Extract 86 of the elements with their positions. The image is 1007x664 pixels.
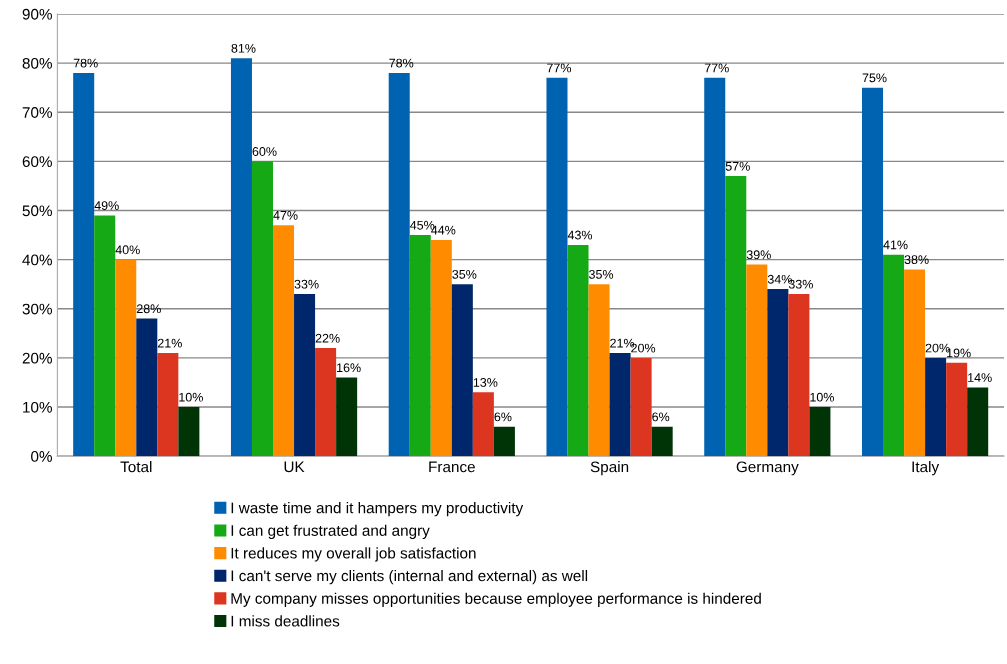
bar: [136, 318, 158, 457]
bar: [630, 357, 652, 457]
data-label: 60%: [252, 147, 277, 156]
x-tick-label: Spain: [590, 461, 629, 476]
legend-label: I can't serve my clients (internal and external) as well: [231, 570, 588, 585]
bar: [861, 87, 884, 457]
bar: [946, 362, 968, 457]
data-label: 41%: [883, 240, 908, 250]
data-label: 75%: [862, 73, 887, 83]
bar: [704, 77, 726, 457]
bar: [546, 77, 568, 457]
bar: [809, 407, 831, 457]
data-label: 81%: [231, 43, 256, 53]
data-label: 40%: [115, 245, 140, 255]
legend-label: It reduces my overall job satisfaction: [231, 547, 476, 562]
y-tick-label: 10%: [23, 401, 52, 413]
bar: [472, 392, 494, 457]
bar: [967, 387, 989, 457]
data-label: 14%: [968, 373, 992, 382]
data-label: 49%: [94, 201, 119, 210]
y-tick-label: 60%: [22, 156, 52, 168]
data-label: 77%: [547, 63, 572, 73]
y-tick-label: 0%: [31, 451, 52, 462]
bar: [925, 357, 947, 457]
y-tick-label: 90%: [22, 8, 52, 20]
bar: [588, 284, 610, 457]
bar: [409, 235, 431, 457]
y-tick-label: 80%: [22, 57, 52, 69]
bar: [230, 58, 252, 457]
y-tick-label: 40%: [22, 254, 52, 266]
data-label: 35%: [452, 269, 477, 279]
x-tick-label: Italy: [912, 461, 940, 476]
legend-label: I can get frustrated and angry: [231, 524, 430, 539]
bar: [651, 426, 673, 457]
data-label: 10%: [179, 392, 203, 402]
legend-label: My company misses opportunities because employee performance is hindered: [231, 592, 761, 607]
x-tick-label: Total: [120, 461, 152, 473]
y-tick-label: 70%: [22, 107, 52, 118]
data-label: 78%: [389, 58, 414, 68]
data-label: 57%: [725, 161, 750, 171]
x-tick-label: Germany: [736, 461, 799, 476]
bar: [788, 294, 810, 457]
bar: [251, 161, 274, 457]
bar: [904, 269, 926, 457]
data-label: 43%: [567, 230, 593, 240]
data-label: 38%: [904, 255, 929, 265]
data-label: 10%: [810, 392, 834, 402]
data-label: 13%: [473, 378, 498, 387]
bar: [883, 254, 905, 457]
bar: [609, 352, 631, 457]
bar: [493, 426, 515, 457]
y-tick-label: 50%: [22, 205, 52, 217]
legend-label: I waste time and it hampers my productivity: [231, 502, 524, 517]
data-label: 77%: [704, 63, 729, 73]
bar: [746, 264, 768, 457]
data-label: 33%: [294, 279, 319, 289]
data-label: 47%: [273, 211, 298, 220]
bar: [178, 407, 200, 457]
bar: [315, 348, 337, 457]
data-label: 22%: [315, 333, 340, 343]
bar: [451, 284, 473, 457]
legend-label: I miss deadlines: [231, 615, 340, 627]
x-tick-label: France: [429, 461, 475, 473]
bar: [157, 352, 179, 457]
bar: [273, 225, 295, 457]
data-label: 39%: [746, 250, 771, 260]
bar: [115, 259, 137, 457]
bar: [430, 239, 452, 457]
data-label: 28%: [136, 304, 161, 314]
data-label: 16%: [337, 363, 361, 373]
bar: [336, 377, 358, 457]
y-tick-label: 20%: [22, 352, 52, 364]
bar: [767, 289, 789, 457]
bar: [73, 72, 95, 457]
x-tick-label: UK: [284, 461, 305, 473]
bar: [294, 294, 316, 457]
y-tick-label: 30%: [22, 303, 52, 315]
bar: [725, 176, 747, 457]
bar: [567, 244, 589, 457]
bar: [94, 215, 116, 457]
data-label: 6%: [652, 412, 670, 422]
data-label: 78%: [73, 58, 98, 68]
data-label: 21%: [157, 338, 182, 348]
data-label: 6%: [494, 412, 512, 422]
bar: [388, 72, 410, 457]
data-label: 35%: [589, 269, 614, 279]
